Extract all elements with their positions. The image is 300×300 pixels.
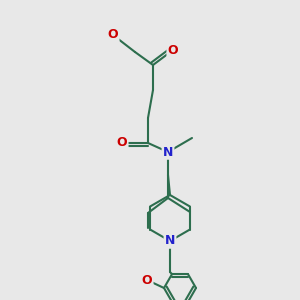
- Text: N: N: [165, 235, 175, 248]
- Text: O: O: [168, 44, 178, 56]
- Text: N: N: [163, 146, 173, 158]
- Text: O: O: [142, 274, 152, 286]
- Text: O: O: [108, 28, 118, 41]
- Text: O: O: [117, 136, 127, 149]
